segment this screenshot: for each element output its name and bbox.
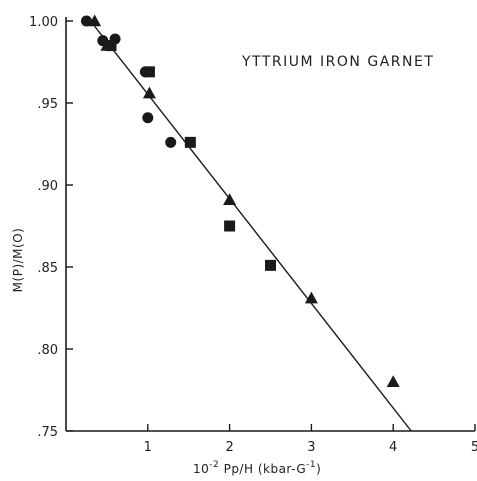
x-axis-label: 10-2 Pp/H (kbar-G-1) <box>193 460 321 476</box>
x-axis-label-exp2: -1 <box>306 460 316 470</box>
x-axis-label-exp: -2 <box>209 460 219 470</box>
axes <box>65 17 475 432</box>
data-point-triangle <box>88 14 102 27</box>
data-point-triangle <box>142 86 156 99</box>
data-point-triangle <box>304 291 318 304</box>
x-tick-label: 5 <box>471 440 477 455</box>
fit-line-group <box>89 20 412 432</box>
x-axis-label-end: ) <box>316 462 321 476</box>
data-point-circle <box>142 112 154 124</box>
y-tick-label: .90 <box>37 179 58 194</box>
data-point-square <box>105 40 117 52</box>
data-point-square <box>143 66 155 78</box>
y-tick-label: .85 <box>37 261 58 276</box>
chart-title: YTTRIUM IRON GARNET <box>241 54 434 70</box>
y-tick-label: 1.00 <box>29 15 58 30</box>
x-tick-label: 2 <box>225 440 233 455</box>
data-point-square <box>265 259 276 271</box>
y-tick-label: .80 <box>37 343 58 358</box>
y-axis-label: M(P)/M(O) <box>11 228 25 293</box>
data-point-square <box>224 220 236 232</box>
fit-line <box>89 20 412 432</box>
x-axis-label-prefix: 10 <box>193 462 209 476</box>
y-tick-label: .75 <box>37 425 58 440</box>
x-axis-label-rest: Pp/H (kbar-G <box>219 462 306 476</box>
ticks: .75 .80 .85 .90 .95 1.00 1 2 3 4 5 <box>29 15 477 455</box>
data-point-circle <box>80 15 92 27</box>
data-point-square <box>184 136 196 148</box>
y-tick-label: .95 <box>37 97 58 112</box>
x-tick-label: 1 <box>144 440 152 455</box>
data-point-circle <box>165 136 177 148</box>
x-tick-label: 4 <box>389 440 397 455</box>
x-tick-label: 3 <box>307 440 315 455</box>
data-points <box>80 14 400 387</box>
data-point-triangle <box>386 375 400 387</box>
data-point-triangle <box>100 39 114 51</box>
data-point-triangle <box>223 193 237 205</box>
